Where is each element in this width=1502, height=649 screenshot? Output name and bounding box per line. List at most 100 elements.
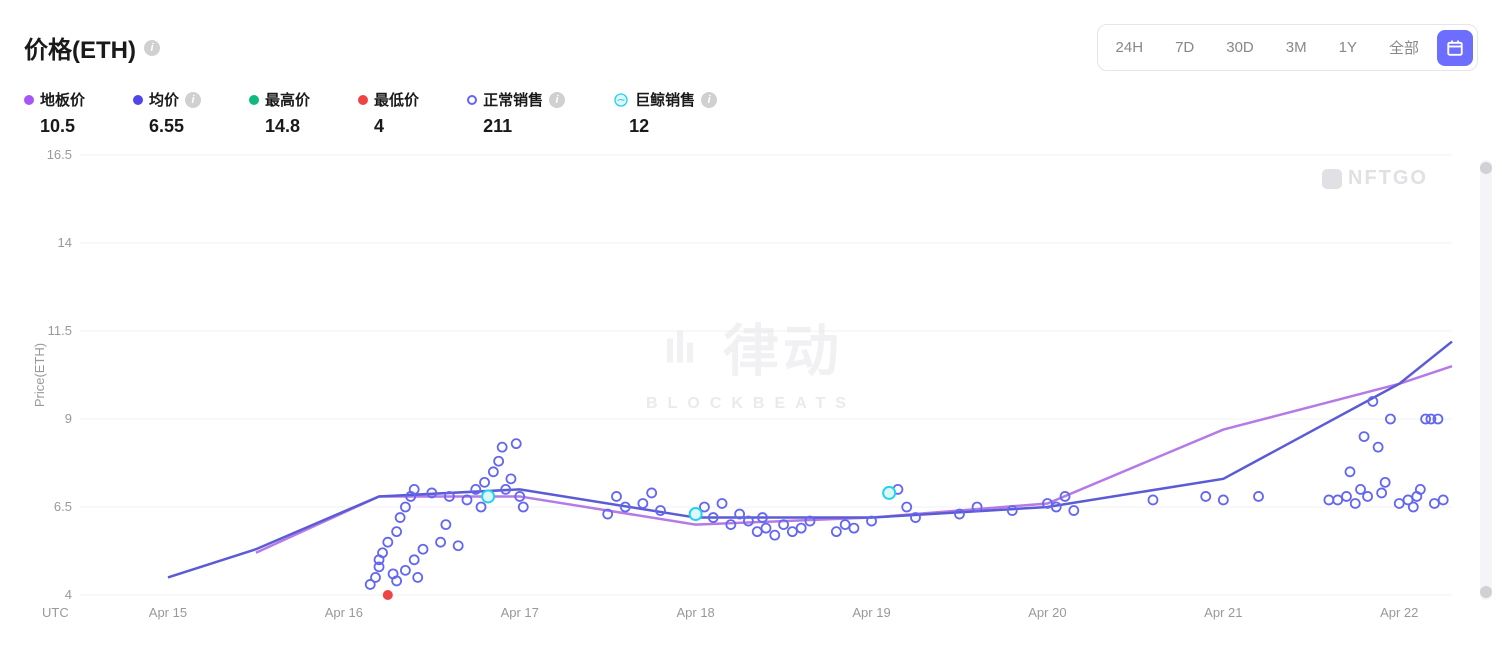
chart-title: 价格(ETH) bbox=[24, 30, 136, 65]
brand-watermark: NFTGO bbox=[1322, 167, 1428, 190]
legend-value: 6.55 bbox=[133, 116, 201, 137]
legend-label: 巨鲸销售 bbox=[635, 89, 695, 110]
svg-text:Apr 20: Apr 20 bbox=[1028, 605, 1066, 620]
scatter-point bbox=[413, 573, 422, 582]
brand-text: NFTGO bbox=[1348, 167, 1428, 190]
scatter-point bbox=[762, 524, 771, 533]
legend-item-avg[interactable]: 均价 i 6.55 bbox=[133, 89, 201, 137]
svg-text:Apr 18: Apr 18 bbox=[676, 605, 714, 620]
time-btn-30d[interactable]: 30D bbox=[1212, 31, 1268, 64]
scatter-point bbox=[841, 520, 850, 529]
legend-item-low[interactable]: 最低价 4 bbox=[358, 89, 419, 137]
legend-value: 4 bbox=[358, 116, 419, 137]
avg-line bbox=[168, 342, 1452, 578]
time-range-selector: 24H 7D 30D 3M 1Y 全部 bbox=[1097, 24, 1478, 71]
scatter-point bbox=[832, 527, 841, 536]
svg-text:Apr 15: Apr 15 bbox=[149, 605, 187, 620]
scatter-point bbox=[1342, 492, 1351, 501]
whale-point bbox=[482, 490, 494, 502]
scatter-point bbox=[1148, 495, 1157, 504]
legend-dot-icon bbox=[249, 95, 259, 105]
scatter-point bbox=[849, 524, 858, 533]
scrollbar-thumb-top[interactable] bbox=[1480, 162, 1492, 174]
svg-text:Apr 16: Apr 16 bbox=[325, 605, 363, 620]
svg-text:Price(ETH): Price(ETH) bbox=[32, 343, 47, 407]
calendar-button[interactable] bbox=[1437, 30, 1473, 66]
svg-text:Apr 19: Apr 19 bbox=[852, 605, 890, 620]
scatter-point bbox=[436, 538, 445, 547]
scatter-point bbox=[383, 538, 392, 547]
svg-text:16.5: 16.5 bbox=[47, 147, 72, 162]
legend-item-whale[interactable]: 巨鲸销售 i 12 bbox=[613, 89, 717, 137]
scatter-point bbox=[1439, 495, 1448, 504]
scatter-point bbox=[506, 474, 515, 483]
calendar-icon bbox=[1446, 39, 1464, 57]
whale-point bbox=[883, 487, 895, 499]
scatter-point bbox=[1377, 488, 1386, 497]
legend-label: 最低价 bbox=[374, 89, 419, 110]
chart-svg[interactable]: 46.5911.51416.5Apr 15Apr 16Apr 17Apr 18A… bbox=[24, 145, 1478, 625]
legend-circle-icon bbox=[467, 95, 477, 105]
chart-title-group: 价格(ETH) i bbox=[24, 30, 160, 65]
scatter-point bbox=[410, 555, 419, 564]
legend-dot-icon bbox=[133, 95, 143, 105]
svg-text:Apr 17: Apr 17 bbox=[501, 605, 539, 620]
scrollbar-thumb-bottom[interactable] bbox=[1480, 586, 1492, 598]
floor-line bbox=[256, 366, 1452, 553]
legend-dot-icon bbox=[24, 95, 34, 105]
scatter-point bbox=[371, 573, 380, 582]
scatter-point bbox=[797, 524, 806, 533]
scatter-point bbox=[392, 527, 401, 536]
legend-value: 211 bbox=[467, 116, 565, 137]
scatter-point bbox=[1356, 485, 1365, 494]
low-point bbox=[383, 590, 393, 600]
time-btn-all[interactable]: 全部 bbox=[1375, 29, 1433, 66]
scatter-point bbox=[396, 513, 405, 522]
legend-label: 地板价 bbox=[40, 89, 85, 110]
time-btn-1y[interactable]: 1Y bbox=[1325, 31, 1371, 64]
scatter-point bbox=[788, 527, 797, 536]
info-icon[interactable]: i bbox=[549, 92, 565, 108]
legend-row: 地板价10.5 均价 i 6.55 最高价 14.8 最低价 4 正常销售 i 211 巨鲸销售 i 12 bbox=[0, 71, 1502, 145]
watermark-sub: BLOCKBEATS bbox=[646, 395, 856, 413]
scatter-point bbox=[753, 527, 762, 536]
scatter-point bbox=[612, 492, 621, 501]
scatter-point bbox=[480, 478, 489, 487]
svg-text:11.5: 11.5 bbox=[48, 323, 72, 338]
legend-value: 14.8 bbox=[249, 116, 310, 137]
svg-text:14: 14 bbox=[58, 235, 72, 250]
scatter-point bbox=[1333, 495, 1342, 504]
scatter-point bbox=[419, 545, 428, 554]
scatter-point bbox=[1360, 432, 1369, 441]
legend-value: 12 bbox=[613, 116, 717, 137]
scatter-point bbox=[454, 541, 463, 550]
scatter-point bbox=[1324, 495, 1333, 504]
scatter-point bbox=[441, 520, 450, 529]
legend-item-normal[interactable]: 正常销售 i 211 bbox=[467, 89, 565, 137]
legend-item-floor[interactable]: 地板价10.5 bbox=[24, 89, 85, 137]
svg-text:UTC: UTC bbox=[42, 605, 69, 620]
scatter-point bbox=[512, 439, 521, 448]
scatter-point bbox=[494, 457, 503, 466]
scatter-point bbox=[1201, 492, 1210, 501]
whale-point bbox=[690, 508, 702, 520]
legend-label: 正常销售 bbox=[483, 89, 543, 110]
info-icon[interactable]: i bbox=[144, 40, 160, 56]
legend-label: 均价 bbox=[149, 89, 179, 110]
scatter-point bbox=[498, 443, 507, 452]
legend-item-high[interactable]: 最高价 14.8 bbox=[249, 89, 310, 137]
scatter-point bbox=[489, 467, 498, 476]
scatter-point bbox=[647, 488, 656, 497]
legend-label: 最高价 bbox=[265, 89, 310, 110]
scatter-point bbox=[770, 531, 779, 540]
time-btn-3m[interactable]: 3M bbox=[1272, 31, 1321, 64]
chart-scrollbar[interactable] bbox=[1480, 160, 1492, 600]
svg-text:Apr 21: Apr 21 bbox=[1204, 605, 1242, 620]
scatter-point bbox=[1363, 492, 1372, 501]
scatter-point bbox=[401, 566, 410, 575]
info-icon[interactable]: i bbox=[185, 92, 201, 108]
time-btn-24h[interactable]: 24H bbox=[1102, 31, 1158, 64]
scatter-point bbox=[1374, 443, 1383, 452]
info-icon[interactable]: i bbox=[701, 92, 717, 108]
time-btn-7d[interactable]: 7D bbox=[1161, 31, 1208, 64]
